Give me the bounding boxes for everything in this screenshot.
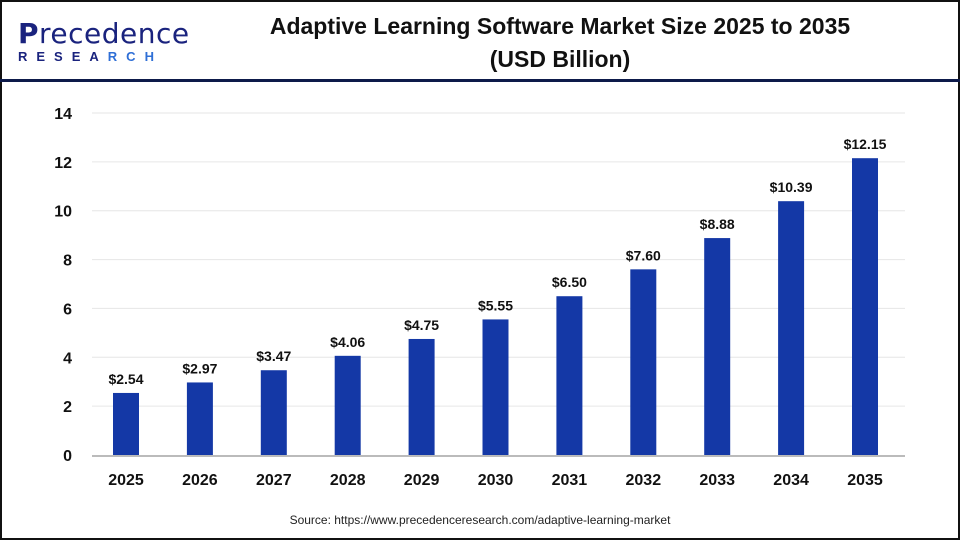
logo: Precedence RESEARCH xyxy=(18,17,190,65)
bar-2027 xyxy=(260,370,287,455)
y-tick-label: 10 xyxy=(54,204,72,221)
y-tick-label: 12 xyxy=(54,155,72,172)
x-tick-label: 2035 xyxy=(847,472,883,489)
header-divider xyxy=(0,79,960,82)
x-tick-label: 2026 xyxy=(182,472,218,489)
x-tick-label: 2031 xyxy=(552,472,588,489)
data-label: $8.88 xyxy=(700,216,735,232)
y-tick-label: 4 xyxy=(63,350,72,367)
x-tick-label: 2028 xyxy=(330,472,366,489)
logo-sub: RESEARCH xyxy=(18,49,163,64)
data-label: $10.39 xyxy=(770,179,813,195)
bar-2035 xyxy=(852,158,878,455)
title-line-2: (USD Billion) xyxy=(489,46,631,72)
data-label: $3.47 xyxy=(256,348,291,364)
data-label: $12.15 xyxy=(844,136,887,152)
x-tick-label: 2027 xyxy=(256,472,292,489)
data-label: $4.06 xyxy=(330,334,365,350)
y-tick-label: 0 xyxy=(63,448,72,465)
x-tick-label: 2029 xyxy=(404,472,440,489)
bar-2034 xyxy=(778,201,805,455)
bar-2028 xyxy=(334,355,361,455)
y-tick-label: 6 xyxy=(63,301,72,318)
logo-brand: Precedence xyxy=(18,17,190,50)
bar-2029 xyxy=(408,338,435,455)
source-text: Source: https://www.precedenceresearch.c… xyxy=(289,513,671,527)
bar-2031 xyxy=(556,296,583,455)
x-tick-label: 2030 xyxy=(478,472,514,489)
bar-2030 xyxy=(482,319,509,455)
x-tick-label: 2034 xyxy=(773,472,809,489)
data-label: $5.55 xyxy=(478,297,513,313)
bar-2033 xyxy=(704,238,731,455)
x-tick-label: 2025 xyxy=(108,472,144,489)
y-tick-label: 2 xyxy=(63,399,72,416)
x-tick-label: 2033 xyxy=(699,472,735,489)
bar-2026 xyxy=(186,382,213,455)
y-tick-label: 8 xyxy=(63,253,72,270)
data-label: $6.50 xyxy=(552,274,587,290)
data-label: $2.97 xyxy=(182,360,217,376)
data-label: $4.75 xyxy=(404,317,439,333)
title-line-1: Adaptive Learning Software Market Size 2… xyxy=(269,13,851,39)
bar-2025 xyxy=(113,392,139,455)
x-tick-label: 2032 xyxy=(626,472,662,489)
y-tick-label: 14 xyxy=(54,106,72,123)
data-label: $2.54 xyxy=(108,371,143,387)
chart-title: Adaptive Learning Software Market Size 2… xyxy=(250,10,870,76)
bar-2032 xyxy=(630,269,657,455)
data-label: $7.60 xyxy=(626,247,661,263)
